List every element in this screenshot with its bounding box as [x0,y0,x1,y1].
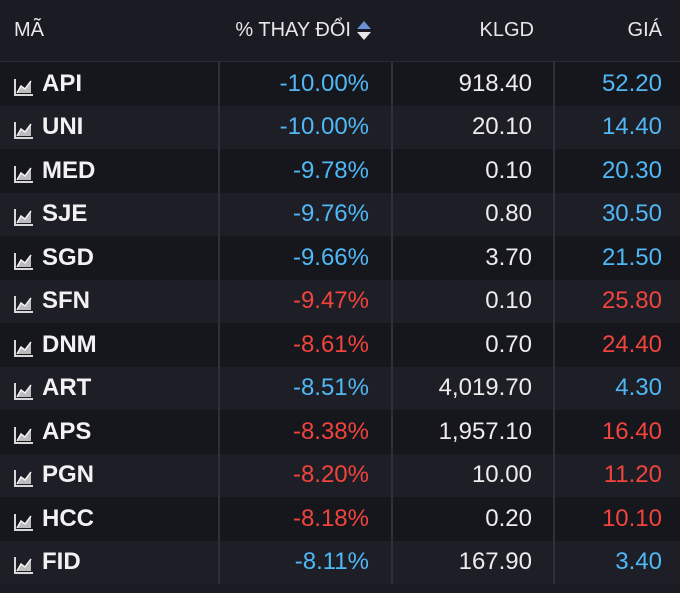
price-cell: 10.10 [601,504,662,532]
stock-code[interactable]: DNM [42,330,97,358]
code-cell[interactable]: PGN [0,453,220,497]
column-header-volume[interactable]: KLGD [479,19,534,41]
column-header-price[interactable]: GIÁ [627,19,662,41]
price-cell: 4.30 [615,374,662,402]
volume-cell: 1,957.10 [393,410,555,454]
volume-cell: 0.10 [393,149,555,193]
table-row[interactable]: PGN -8.20% 10.00 11.20 [0,453,680,497]
change-cell: -10.00% [220,105,393,149]
code-cell[interactable]: SJE [0,192,220,236]
table-row[interactable]: FID -8.11% 167.90 3.40 [0,540,680,584]
chart-icon[interactable] [14,162,34,183]
change-cell: -8.38% [220,410,393,454]
chart-icon[interactable] [14,118,34,140]
stock-code[interactable]: HCC [42,504,94,532]
change-cell: -9.78% [220,149,393,193]
column-header-change[interactable]: % THAY ĐỔI [220,19,393,42]
stock-code[interactable]: UNI [42,113,84,141]
sort-icon[interactable] [357,20,371,42]
price-cell: 52.20 [601,69,662,97]
volume-cell: 0.10 [393,279,555,323]
volume-cell: 10.00 [393,453,555,497]
volume-cell: 4,019.70 [393,366,555,410]
chart-icon[interactable] [14,292,34,314]
change-cell: -8.11% [220,540,393,584]
code-cell[interactable]: HCC [0,497,220,541]
stock-code[interactable]: PGN [42,461,95,489]
chart-icon[interactable] [14,466,34,488]
price-cell: 30.50 [601,200,662,228]
chart-icon[interactable] [14,205,34,227]
change-cell: -8.61% [220,323,393,367]
table-row[interactable]: SGD -9.66% 3.70 21.50 [0,236,680,280]
price-cell: 21.50 [601,243,662,271]
price-cell: 24.40 [601,330,662,358]
stock-code[interactable]: APS [42,417,92,445]
price-cell: 14.40 [601,113,662,141]
table-row[interactable]: DNM -8.61% 0.70 24.40 [0,323,680,367]
table-row[interactable]: SFN -9.47% 0.10 25.80 [0,279,680,323]
volume-cell: 20.10 [393,105,555,149]
code-cell[interactable]: UNI [0,105,220,149]
table-row[interactable]: HCC -8.18% 0.20 10.10 [0,497,680,541]
price-cell: 25.80 [601,287,662,315]
code-cell[interactable]: ART [0,366,220,410]
change-cell: -8.20% [220,453,393,497]
price-cell: 16.40 [601,417,662,445]
chart-icon[interactable] [14,249,34,270]
code-cell[interactable]: DNM [0,323,220,367]
volume-cell: 3.70 [393,236,555,280]
stock-code[interactable]: API [42,69,83,97]
chart-icon[interactable] [14,553,34,575]
volume-cell: 167.90 [393,540,555,584]
volume-cell: 918.40 [393,62,555,106]
price-cell: 20.30 [601,156,662,184]
price-cell: 3.40 [615,548,662,576]
chart-icon[interactable] [14,336,34,357]
code-cell[interactable]: MED [0,149,220,193]
stock-code[interactable]: SJE [42,200,88,228]
change-cell: -9.66% [220,236,393,280]
stock-code[interactable]: SGD [42,243,95,271]
change-cell: -10.00% [220,62,393,106]
change-cell: -8.18% [220,497,393,541]
table-row[interactable]: APS -8.38% 1,957.10 16.40 [0,410,680,454]
volume-cell: 0.70 [393,323,555,367]
code-cell[interactable]: SGD [0,236,220,280]
table-row[interactable]: API -10.00% 918.40 52.20 [0,62,680,106]
change-cell: -9.47% [220,279,393,323]
volume-cell: 0.20 [393,497,555,541]
code-cell[interactable]: SFN [0,279,220,323]
table-body: API -10.00% 918.40 52.20 UNI -10.00% 20.10 14.4… [0,62,680,584]
table-row[interactable]: ART -8.51% 4,019.70 4.30 [0,366,680,410]
code-cell[interactable]: FID [0,540,220,584]
column-header-code[interactable]: MÃ [14,19,44,41]
chart-icon[interactable] [14,510,34,531]
change-cell: -8.51% [220,366,393,410]
stock-code[interactable]: SFN [42,287,90,315]
price-cell: 11.20 [603,461,662,489]
code-cell[interactable]: API [0,62,220,106]
chart-icon[interactable] [14,423,34,444]
table-row[interactable]: SJE -9.76% 0.80 30.50 [0,192,680,236]
column-header-change-label: % THAY ĐỔI [235,19,351,41]
table-header: MÃ % THAY ĐỔI KLGD GIÁ [0,0,680,62]
stock-code[interactable]: MED [42,156,96,184]
chart-icon[interactable] [14,379,34,401]
code-cell[interactable]: APS [0,410,220,454]
table-row[interactable]: UNI -10.00% 20.10 14.40 [0,105,680,149]
volume-cell: 0.80 [393,192,555,236]
stock-code[interactable]: ART [42,374,92,402]
stock-code[interactable]: FID [42,548,81,576]
chart-icon[interactable] [14,75,34,96]
change-cell: -9.76% [220,192,393,236]
table-row[interactable]: MED -9.78% 0.10 20.30 [0,149,680,193]
